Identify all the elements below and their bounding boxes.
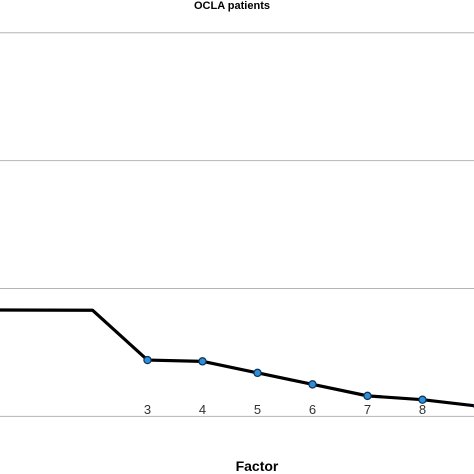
data-point-factor-3	[143, 355, 152, 365]
x-tick-label: 7	[364, 402, 371, 417]
data-point-factor-6	[308, 380, 317, 389]
series-line	[0, 308, 474, 408]
x-tick-label: 6	[309, 402, 316, 417]
data-point-factor-5	[253, 368, 262, 378]
data-point-factor-7	[363, 391, 372, 401]
gridlines	[0, 32, 474, 417]
data-points	[143, 355, 474, 409]
data-point-factor-4	[198, 357, 207, 366]
x-axis-label: Factor	[236, 458, 279, 474]
x-tick-label: 8	[419, 402, 426, 417]
chart-title: OCLA patients	[194, 0, 270, 12]
x-tick-label: 3	[144, 402, 151, 417]
x-tick-label: 4	[199, 402, 206, 417]
data-point-factor-8	[418, 395, 427, 404]
x-tick-label: 5	[254, 402, 261, 417]
series-polyline	[0, 308, 474, 408]
x-tick-labels: 3456789101	[144, 402, 474, 417]
